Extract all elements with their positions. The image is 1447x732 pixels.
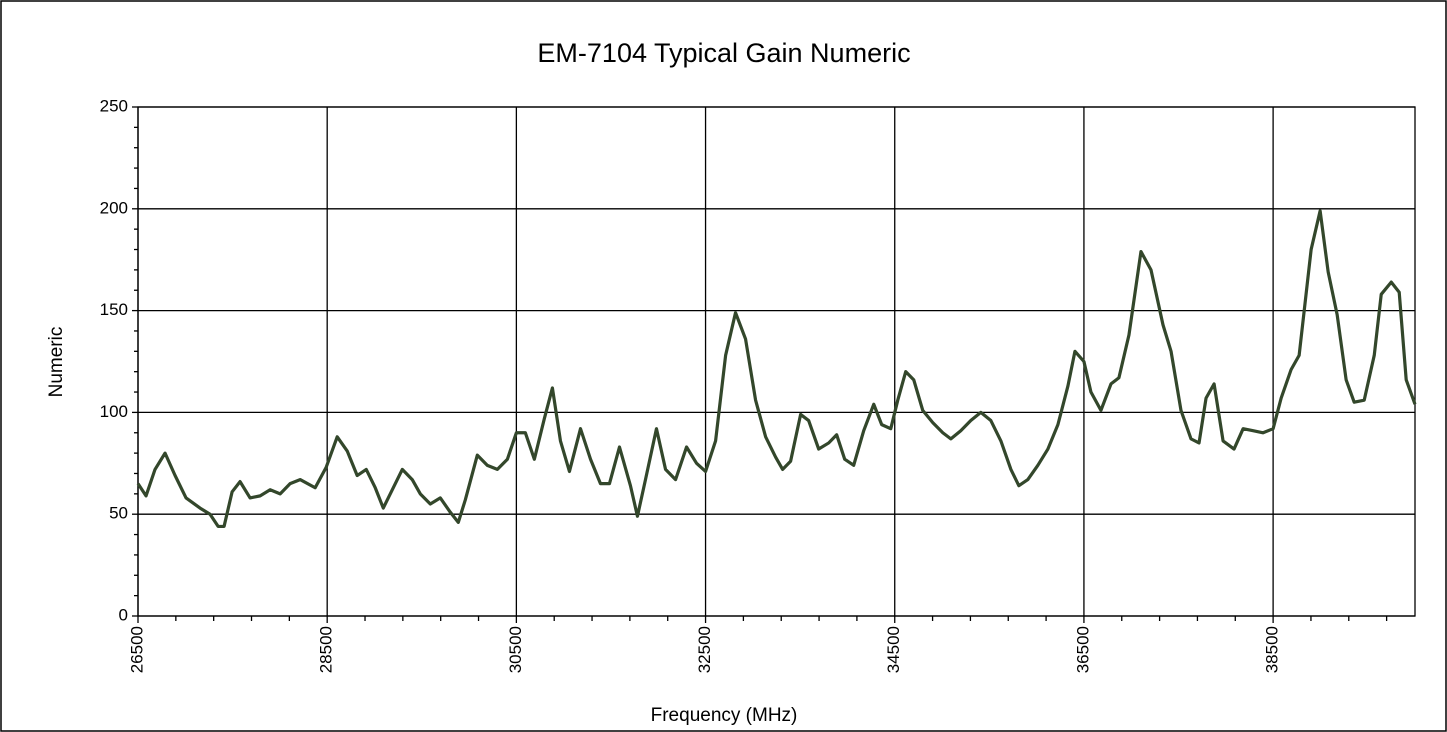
x-axis-label: Frequency (MHz): [651, 705, 798, 726]
x-tick-label: 38500: [1263, 626, 1282, 673]
chart-title: EM-7104 Typical Gain Numeric: [537, 38, 910, 68]
x-tick-label: 30500: [506, 626, 525, 673]
x-tick-label: 26500: [127, 626, 146, 673]
y-tick-label: 150: [100, 300, 128, 319]
x-tick-label: 34500: [884, 626, 903, 673]
x-tick-label: 28500: [317, 626, 336, 673]
y-tick-label: 50: [109, 504, 128, 523]
data-line: [136, 209, 1417, 529]
y-tick-label: 100: [100, 402, 128, 421]
y-tick-label: 0: [119, 605, 128, 624]
y-tick-label: 200: [100, 198, 128, 217]
y-axis-label: Numeric: [46, 327, 67, 398]
x-tick-label: 32500: [695, 626, 714, 673]
y-tick-label: 250: [100, 96, 128, 115]
x-tick-label: 36500: [1073, 626, 1092, 673]
